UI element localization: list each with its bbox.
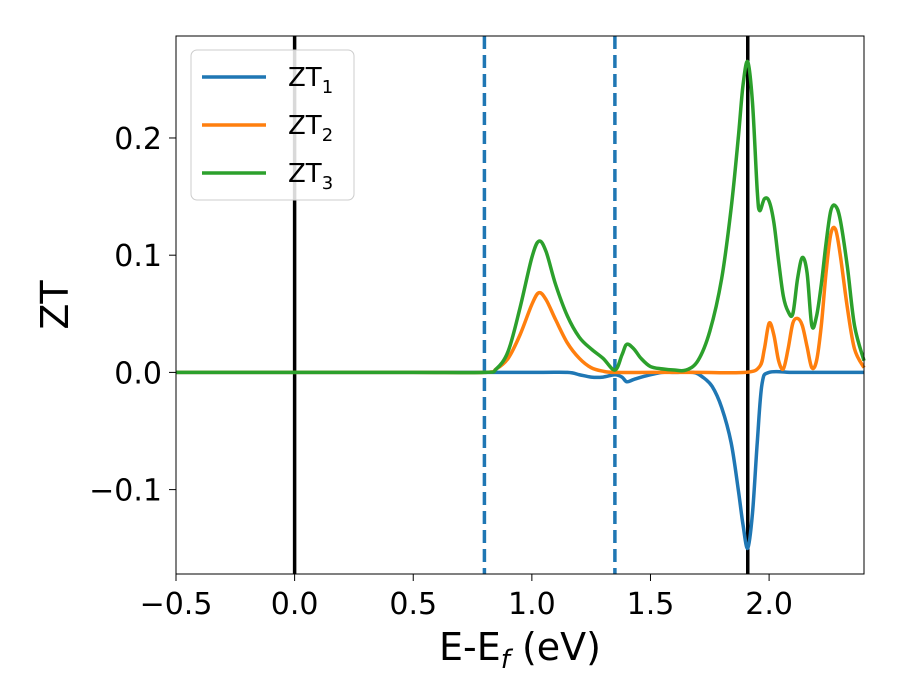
legend-box: [190, 49, 355, 201]
y-tick-label: −0.1: [89, 474, 162, 509]
legend: ZT1 ZT2 ZT3: [190, 49, 355, 201]
legend-label-zt2: ZT2: [288, 111, 333, 146]
x-tick-label: 1.5: [627, 587, 675, 622]
plot-frame: [175, 35, 865, 575]
x-axis-ticks: −0.5 0.0 0.5 1.0 1.5 2.0: [140, 574, 793, 622]
y-tick-label: 0.2: [114, 122, 162, 157]
x-tick-label: 2.0: [745, 587, 793, 622]
series-line-zt3: [176, 59, 866, 375]
series-lines: [176, 59, 866, 550]
y-axis-label: ZT: [33, 280, 77, 330]
series-line-zt2: [176, 225, 866, 375]
x-tick-label: 0.0: [271, 587, 319, 622]
x-tick-label: −0.5: [140, 587, 213, 622]
y-tick-label: 0.0: [114, 356, 162, 391]
legend-label-zt1: ZT1: [288, 63, 333, 98]
legend-label-zt3: ZT3: [288, 159, 333, 194]
y-tick-label: 0.1: [114, 239, 162, 274]
x-tick-label: 1.0: [508, 587, 556, 622]
x-axis-label: E-Ef (eV): [439, 625, 601, 675]
y-axis-ticks: −0.1 0.0 0.1 0.2: [89, 122, 176, 509]
x-tick-label: 0.5: [389, 587, 437, 622]
